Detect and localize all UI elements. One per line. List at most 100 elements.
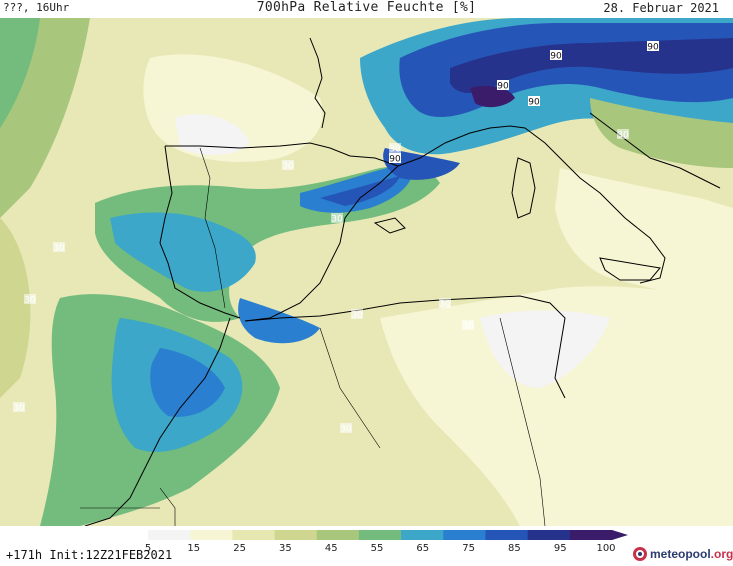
- border-morocco-algeria: [319, 327, 381, 449]
- contour-label: 30: [439, 300, 451, 310]
- legend-tick-label: 85: [508, 543, 521, 554]
- legend-tick-label: 35: [279, 543, 292, 554]
- legend-bar: [148, 530, 628, 540]
- contour-label-bg: [439, 298, 451, 308]
- legend-tick-label: 65: [416, 543, 429, 554]
- contour-label-bg: [462, 320, 474, 330]
- contour-label: 90: [528, 98, 540, 108]
- contour-label-bg: [647, 41, 659, 51]
- forecast-hour: +171h: [6, 548, 43, 562]
- coastlines: [84, 37, 721, 526]
- legend-swatch: [527, 530, 571, 540]
- meteopool-logo[interactable]: meteopool.org: [632, 545, 733, 565]
- legend-tick-label: 75: [462, 543, 475, 554]
- coast-corsica-sardinia: [511, 157, 536, 219]
- humidity-zone-west-atlantic-south: [0, 218, 31, 398]
- humidity-zone-alboran-wet: [238, 298, 320, 344]
- contour-label: 30: [351, 311, 363, 321]
- coast-morocco-atlantic: [84, 317, 231, 526]
- forecast-info: +171h Init:12Z21FEB2021: [6, 548, 172, 562]
- color-legend: 5 15 25 35 45 55 65 75 85 95 100: [0, 526, 733, 566]
- coast-spain-east: [244, 165, 399, 322]
- legend-tick-label: 55: [371, 543, 384, 554]
- contour-label-bg: [13, 402, 25, 412]
- borders: [80, 147, 546, 526]
- legend-tick-label: 100: [596, 543, 615, 554]
- coast-baleares: [373, 217, 406, 234]
- legend-swatch: [358, 530, 402, 540]
- logo-main-text: meteopool: [650, 547, 711, 561]
- humidity-zone-west-atlantic-core: [0, 18, 40, 128]
- contour-label: 30: [13, 404, 25, 414]
- contour-label-bg: [53, 242, 65, 252]
- meteopool-logo-icon: [633, 547, 647, 561]
- contour-label: 30: [340, 425, 352, 435]
- contour-label-bg: [24, 294, 36, 304]
- humidity-zone-adriatic: [590, 98, 733, 168]
- humidity-zone-iberia-band-moist: [110, 212, 256, 292]
- meteopool-logo-text: meteopool.org: [650, 547, 733, 561]
- contour-label: 90: [497, 82, 509, 92]
- contour-label: 30: [282, 162, 294, 172]
- logo-org-text: .org: [710, 547, 733, 561]
- humidity-zone-biscay-very-dry: [175, 114, 250, 155]
- coast-adriatic: [589, 112, 721, 189]
- contour-label: 30: [53, 244, 65, 254]
- contour-label-bg: [351, 309, 363, 319]
- legend-tick-label: 45: [325, 543, 338, 554]
- contour-label: 30: [24, 296, 36, 306]
- contour-label-bg: [340, 423, 352, 433]
- map-title: 700hPa Relative Feuchte [%]: [256, 0, 477, 15]
- legend-swatch: [443, 530, 486, 540]
- coast-portugal: [159, 145, 241, 319]
- contour-label-bg: [617, 129, 629, 139]
- coast-sicily: [599, 257, 661, 281]
- border-spain-portugal: [199, 147, 226, 309]
- legend-swatch: [569, 530, 613, 540]
- legend-swatch: [401, 530, 444, 540]
- contour-label-bg: [528, 96, 540, 106]
- legend-swatch: [148, 530, 191, 540]
- coast-france-italy: [397, 125, 666, 284]
- border-algeria-tunisia-libya: [499, 317, 546, 526]
- contour-label-bg: [389, 153, 401, 163]
- legend-swatch: [316, 530, 360, 540]
- init-time: Init:12Z21FEB2021: [49, 548, 173, 562]
- legend-canvas: 5 15 25 35 45 55 65 75 85 95 100: [145, 530, 628, 554]
- legend-swatch: [274, 530, 318, 540]
- coast-cantabria: [165, 142, 399, 167]
- humidity-zone-morocco-wet: [150, 348, 225, 417]
- coast-france-west: [309, 37, 326, 129]
- contour-label: 90: [647, 43, 659, 53]
- header-date: 28. Februar 2021: [603, 1, 719, 15]
- header-valid-time: ???, 16Uhr: [3, 1, 70, 14]
- legend-tick-label: 15: [187, 543, 200, 554]
- humidity-map: 90 90 90 90 30 90 30 30 30 30 30 30 30 30 30 30: [0, 18, 733, 526]
- humidity-zone-tyrrhenian-dry: [555, 168, 733, 308]
- contour-label: 30: [331, 215, 343, 225]
- legend-ticks: 5 15 25 35 45 55 65 75 85 95 100: [145, 543, 616, 554]
- contour-label-bg: [550, 50, 562, 60]
- humidity-zone-sahara-dry: [380, 286, 733, 526]
- contour-label-bg: [282, 160, 294, 170]
- contour-label: 90: [550, 52, 562, 62]
- legend-arrow: [612, 530, 628, 540]
- legend-swatch: [485, 530, 529, 540]
- legend-swatch: [190, 530, 233, 540]
- border-western-sahara: [159, 487, 176, 526]
- contour-label: 30: [462, 322, 474, 332]
- contour-label-bg: [389, 143, 401, 153]
- contour-label: 30: [617, 131, 629, 141]
- contour-label-bg: [497, 80, 509, 90]
- humidity-zone-gulf-lion-wet: [383, 148, 460, 180]
- coast-north-africa: [244, 295, 566, 399]
- humidity-zone-alps-saturated: [450, 38, 733, 94]
- humidity-zone-alps-core: [470, 86, 515, 108]
- contour-label-bg: [331, 213, 343, 223]
- legend-tick-label: 25: [233, 543, 246, 554]
- contour-label: 30: [389, 145, 401, 155]
- legend-tick-label: 95: [554, 543, 567, 554]
- legend-tick-label: 5: [145, 543, 151, 554]
